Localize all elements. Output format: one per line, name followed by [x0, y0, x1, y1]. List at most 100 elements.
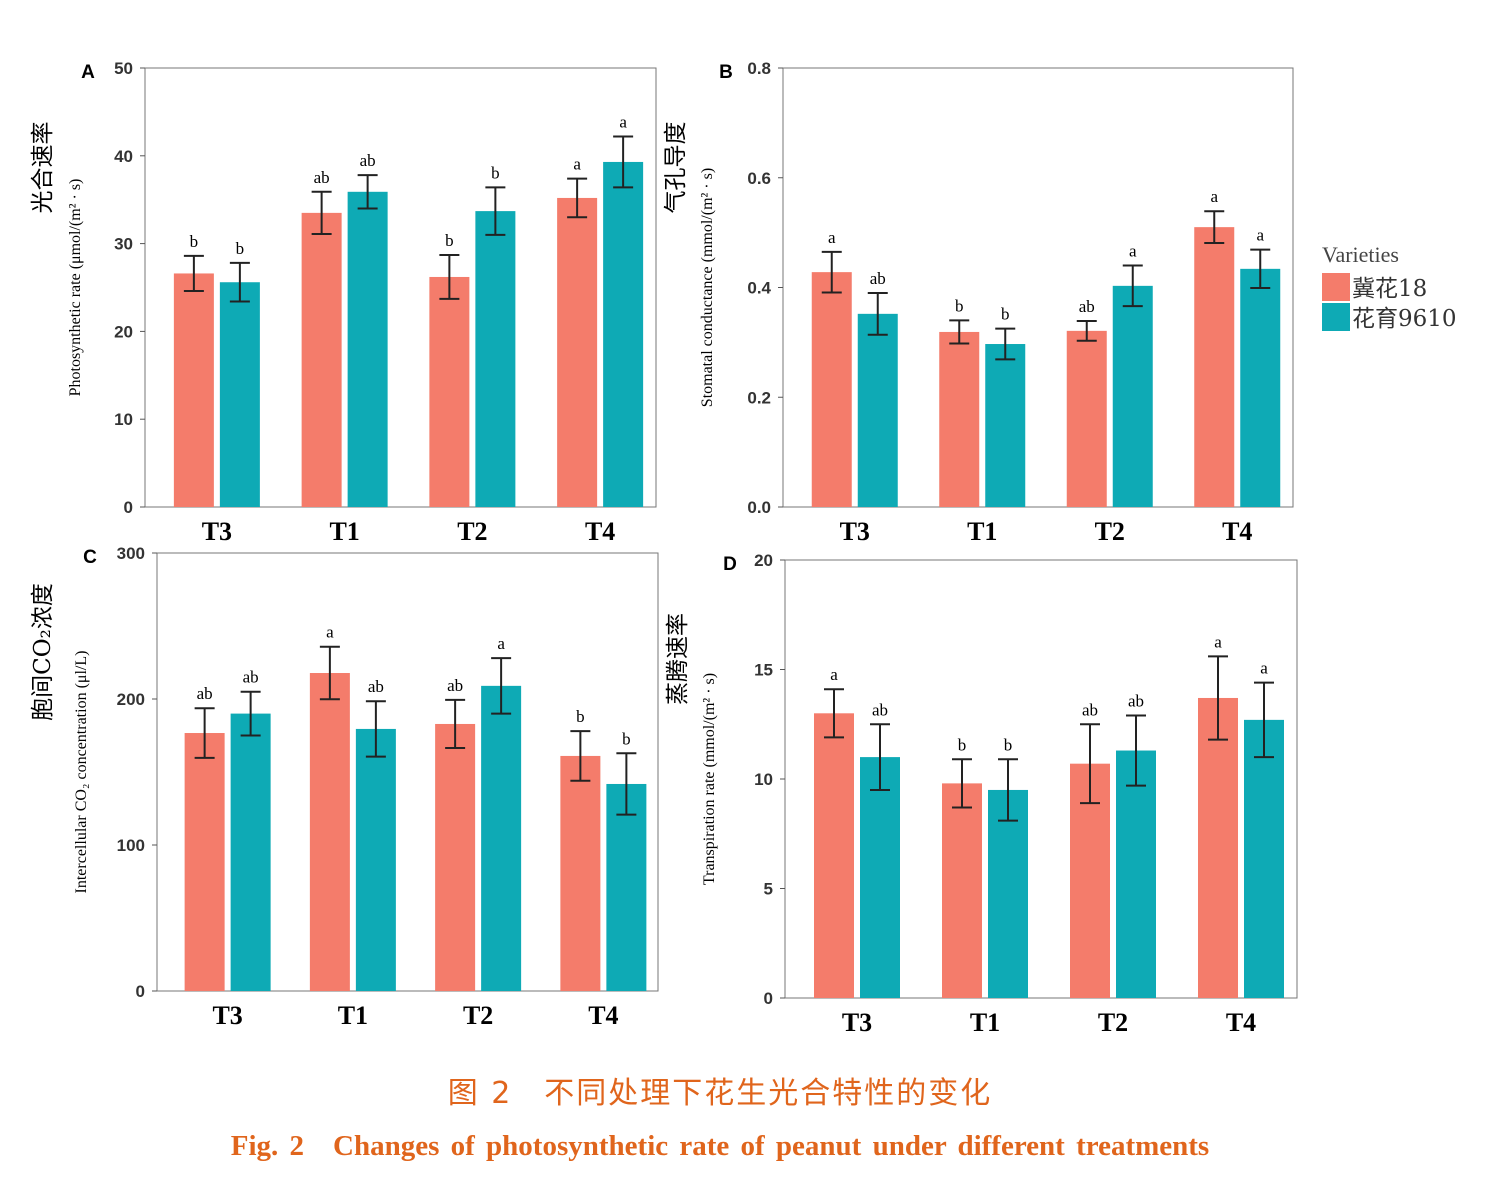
- bar-series1: [173, 273, 214, 507]
- bar-series2: [603, 161, 644, 508]
- bar-series1: [557, 197, 598, 507]
- y-tick-label: 10: [754, 770, 773, 789]
- y-axis-label-chinese: 蒸腾速率: [665, 613, 691, 705]
- panel-A: A 0 10 20 30 40 50 光合速率 Photosynthetic rate (μmo…: [30, 59, 657, 546]
- y-axis-label: Stomatal conductance (mmol/(m² · s): [699, 168, 716, 407]
- significance-letter: a: [1260, 659, 1268, 678]
- x-tick-label: T4: [585, 517, 615, 546]
- y-tick-label: 0: [764, 989, 773, 1008]
- x-tick-label: T1: [967, 517, 997, 546]
- x-tick-label: T1: [338, 1001, 368, 1030]
- significance-letter: ab: [870, 269, 886, 288]
- significance-letter: b: [576, 707, 585, 726]
- x-tick-label: T4: [588, 1001, 618, 1030]
- significance-letter: ab: [447, 676, 463, 695]
- x-tick-label: T1: [970, 1008, 1000, 1037]
- y-tick-label: 200: [117, 690, 145, 709]
- y-axis-label: Intercellular CO₂ concentration (μl/L): [73, 651, 90, 894]
- legend-swatch: [1322, 303, 1350, 331]
- significance-letter: b: [622, 729, 631, 748]
- significance-letter: a: [326, 623, 334, 642]
- plot-frame: [144, 67, 657, 508]
- legend-swatch: [1322, 273, 1350, 301]
- significance-letter: ab: [1082, 700, 1098, 719]
- y-tick-label: 20: [754, 551, 773, 570]
- x-tick-label: T4: [1226, 1008, 1256, 1037]
- y-axis-label-chinese: 气孔导度: [663, 122, 689, 214]
- panel-label: C: [83, 547, 97, 568]
- bar-series2: [1240, 268, 1281, 507]
- x-tick-label: T2: [1098, 1008, 1128, 1037]
- bar-series1: [1194, 227, 1235, 507]
- bar-series2: [988, 789, 1028, 998]
- x-tick-label: T4: [1222, 517, 1252, 546]
- plot-frame: [156, 552, 659, 992]
- y-tick-label: 15: [754, 661, 773, 680]
- bar-series1: [560, 755, 601, 991]
- y-tick-label: 20: [114, 322, 133, 341]
- x-tick-label: T2: [1095, 517, 1125, 546]
- significance-letter: b: [955, 296, 964, 315]
- bar-series2: [1112, 285, 1153, 507]
- y-tick-label: 0.0: [747, 498, 771, 517]
- significance-letter: b: [1004, 735, 1013, 754]
- bar-series1: [814, 713, 854, 998]
- legend-label: 冀花18: [1352, 276, 1427, 302]
- x-tick-label: T1: [329, 517, 359, 546]
- x-tick-label: T2: [457, 517, 487, 546]
- bar-series2: [347, 191, 388, 507]
- y-tick-label: 40: [114, 147, 133, 166]
- significance-letter: a: [1214, 632, 1222, 651]
- y-tick-label: 0: [124, 498, 133, 517]
- y-tick-label: 300: [117, 544, 145, 563]
- bar-series1: [309, 673, 350, 991]
- bar-series2: [1116, 750, 1156, 998]
- x-tick-label: T3: [212, 1001, 242, 1030]
- bar-series2: [985, 344, 1026, 507]
- y-tick-label: 0.8: [747, 59, 771, 78]
- bar-series1: [939, 331, 980, 507]
- caption-chinese: 图 2 不同处理下花生光合特性的变化: [447, 1076, 993, 1111]
- panel-D: D 0 5 10 15 20 蒸腾速率 Transpiration rate (mmol/(m…: [665, 551, 1298, 1037]
- bar-series1: [429, 276, 470, 507]
- significance-letter: a: [830, 665, 838, 684]
- significance-letter: a: [1210, 187, 1218, 206]
- panel-label: B: [719, 62, 733, 83]
- panel-C: C 0 100 200 300 胞间CO₂浓度 Intercellular CO₂ conc…: [30, 544, 659, 1030]
- bar-series2: [857, 313, 898, 507]
- bar-series2: [230, 713, 271, 991]
- significance-letter: ab: [314, 168, 330, 187]
- y-tick-label: 0: [136, 982, 145, 1001]
- significance-letter: a: [497, 634, 505, 653]
- x-tick-label: T3: [842, 1008, 872, 1037]
- y-tick-label: 0.2: [747, 388, 771, 407]
- significance-letter: ab: [368, 677, 384, 696]
- significance-letter: a: [573, 155, 581, 174]
- bar-series1: [1066, 330, 1107, 507]
- x-tick-label: T2: [463, 1001, 493, 1030]
- significance-letter: b: [236, 239, 245, 258]
- panel-label: A: [81, 62, 95, 83]
- significance-letter: b: [445, 231, 454, 250]
- bar-series1: [301, 212, 342, 507]
- bar-series1: [942, 783, 982, 998]
- y-tick-label: 0.6: [747, 169, 771, 188]
- significance-letter: ab: [1079, 297, 1095, 316]
- y-tick-label: 0.4: [747, 279, 771, 298]
- panel-label: D: [723, 554, 737, 575]
- y-axis-label: Transpiration rate (mmol/(m² · s): [701, 673, 718, 885]
- significance-letter: b: [491, 163, 500, 182]
- significance-letter: a: [1129, 242, 1137, 261]
- bar-series2: [860, 757, 900, 998]
- significance-letter: a: [1256, 226, 1264, 245]
- bar-series1: [184, 733, 225, 991]
- legend: Varieties 冀花18 花育9610: [1322, 242, 1457, 332]
- y-axis-label: Photosynthetic rate (μmol/(m² · s): [67, 179, 84, 397]
- bar-series2: [355, 728, 396, 991]
- significance-letter: ab: [197, 684, 213, 703]
- x-tick-label: T3: [202, 517, 232, 546]
- y-tick-label: 10: [114, 410, 133, 429]
- bar-series1: [1198, 697, 1238, 998]
- significance-letter: b: [190, 232, 199, 251]
